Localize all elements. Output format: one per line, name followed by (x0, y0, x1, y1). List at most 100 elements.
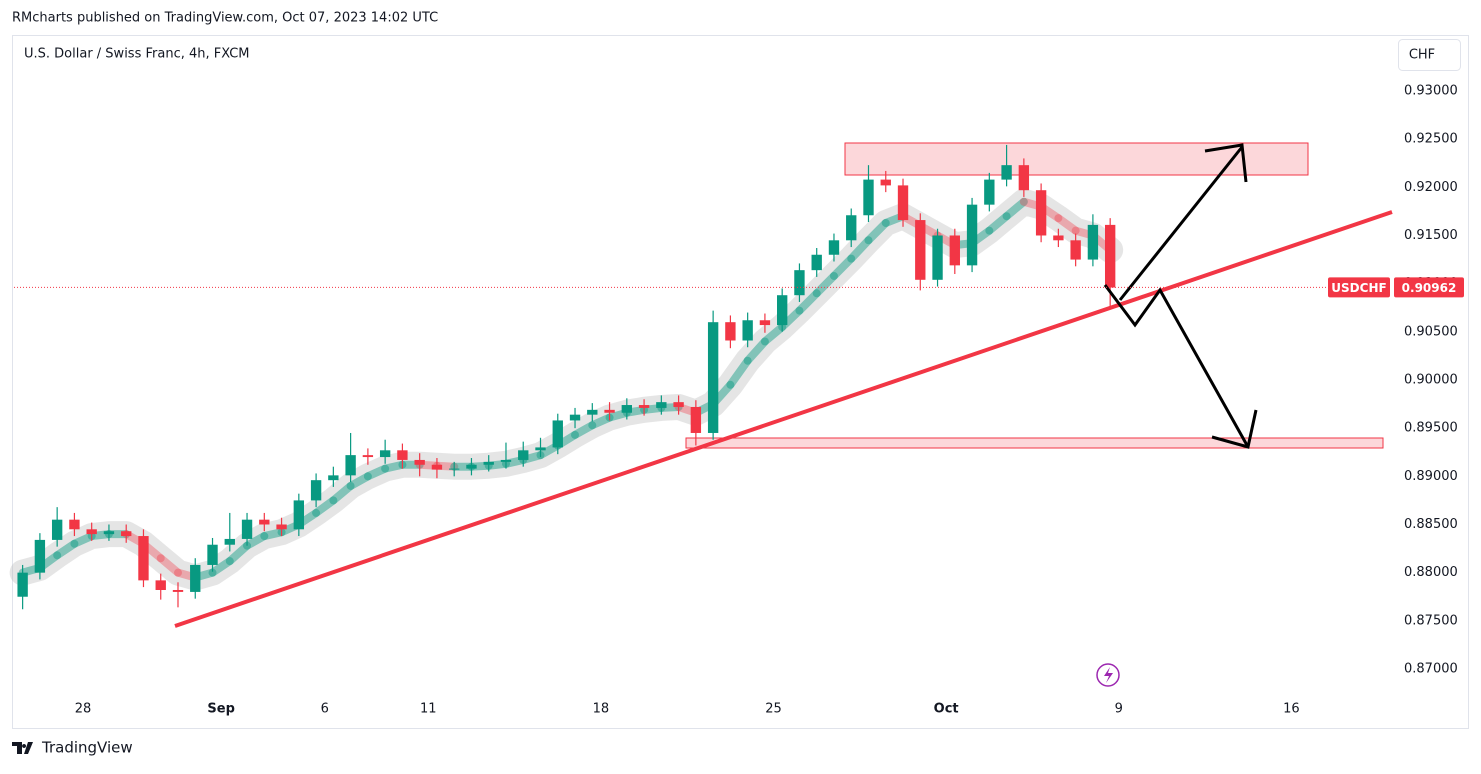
y-tick-label: 0.92000 (1404, 180, 1458, 195)
indicator-segment (484, 459, 510, 470)
candle-body (794, 270, 805, 296)
currency-button[interactable] (1398, 39, 1461, 71)
logo-mark (12, 742, 33, 754)
y-tick-label: 0.90500 (1404, 324, 1458, 339)
candle-body (345, 455, 356, 476)
candle-body (932, 235, 943, 280)
indicator-segment (225, 541, 252, 566)
y-tick-label: 0.89000 (1404, 469, 1458, 484)
indicator-segment (760, 323, 787, 346)
x-tick-label: 6 (321, 702, 329, 717)
candle-body (846, 215, 857, 241)
candle-body (915, 220, 926, 280)
event-icon-bolt (1104, 667, 1113, 683)
candle-body (379, 450, 391, 458)
candle-body (259, 519, 270, 525)
candle-body (172, 589, 184, 592)
y-tick-label: 0.93000 (1404, 83, 1458, 98)
candle-body (725, 322, 736, 341)
candle-body (293, 500, 305, 530)
indicator (9, 188, 1124, 591)
indicator-segment (847, 236, 873, 263)
publisher-note: RMcharts published on TradingView.com, O… (12, 11, 438, 26)
chart-title: U.S. Dollar / Swiss Franc, 4h, FXCM (24, 47, 249, 62)
candle-body (1018, 165, 1030, 191)
candle-body (34, 539, 46, 573)
indicator-segment (243, 532, 269, 550)
candle-body (863, 179, 874, 216)
indicator-segment (588, 413, 614, 430)
logo: TradingView (12, 739, 133, 757)
candle-body (1087, 224, 1099, 260)
indicator-segment (864, 218, 890, 245)
candle-body (535, 447, 546, 451)
y-tick-label: 0.91500 (1404, 228, 1458, 243)
candle-body (673, 402, 684, 407)
indicator-segment (829, 254, 856, 280)
candle-body (466, 464, 477, 469)
support-zone (685, 437, 1384, 449)
resistance-zone (844, 142, 1309, 176)
x-tick-label: 25 (765, 702, 782, 717)
candle-body (777, 295, 788, 326)
x-tick-label: Oct (934, 702, 959, 717)
indicator-segment (70, 532, 96, 548)
candle-body (51, 519, 63, 540)
candle-body (569, 414, 581, 421)
candle-body (587, 409, 598, 415)
candle-body (241, 519, 253, 539)
candle-body (138, 536, 149, 581)
indicator-segment (726, 356, 752, 389)
candle-body (103, 531, 115, 535)
candle-body (759, 320, 771, 326)
indicator-segment (985, 212, 1011, 235)
indicator-segment (346, 472, 372, 490)
candle-body (431, 464, 443, 470)
trend-line (174, 210, 1393, 628)
candle-body (690, 406, 702, 433)
candle-body (310, 480, 322, 501)
symbol-label: USDCHF (1331, 281, 1386, 295)
candle-body (1070, 240, 1081, 260)
candle-body (949, 235, 960, 266)
candle-body (897, 185, 909, 221)
y-tick-label: 0.88000 (1404, 565, 1458, 580)
event-icon[interactable] (1096, 663, 1120, 687)
candle-body (984, 179, 995, 205)
drawings (685, 142, 1384, 449)
candle-body (414, 459, 425, 465)
brand: TradingView (41, 739, 133, 757)
candle-body (155, 580, 166, 590)
y-tick-label: 0.88500 (1404, 517, 1458, 532)
x-tick-label: Sep (207, 702, 235, 717)
candle-body (880, 179, 891, 186)
candle-body (742, 320, 753, 341)
indicator-segment (329, 481, 355, 505)
symbol-tag (1328, 277, 1390, 298)
x-tick-label: 11 (420, 702, 437, 717)
indicator-segment (156, 554, 182, 577)
indicator-segment (312, 496, 338, 517)
candle-body (276, 524, 287, 530)
indicator-segment (363, 464, 390, 481)
candle-body (224, 538, 235, 545)
arrow-head (1204, 143, 1248, 183)
indicator-segment (743, 337, 769, 365)
candle-body (707, 322, 719, 433)
indicator-segment (87, 530, 113, 541)
candle-body (17, 572, 28, 597)
drawings-top (174, 143, 1393, 687)
candle-body (621, 405, 632, 413)
x-tick-label: 9 (1115, 702, 1123, 717)
candle-body (362, 455, 374, 458)
y-tick-label: 0.87000 (1404, 661, 1458, 676)
candle-body (828, 240, 840, 255)
candle-body (656, 402, 667, 408)
indicator-segment (795, 289, 821, 315)
y-tick-label: 0.92500 (1404, 132, 1458, 147)
candle-body (1053, 235, 1064, 241)
indicator-segment (812, 271, 838, 298)
indicator-cloud (9, 188, 1124, 591)
